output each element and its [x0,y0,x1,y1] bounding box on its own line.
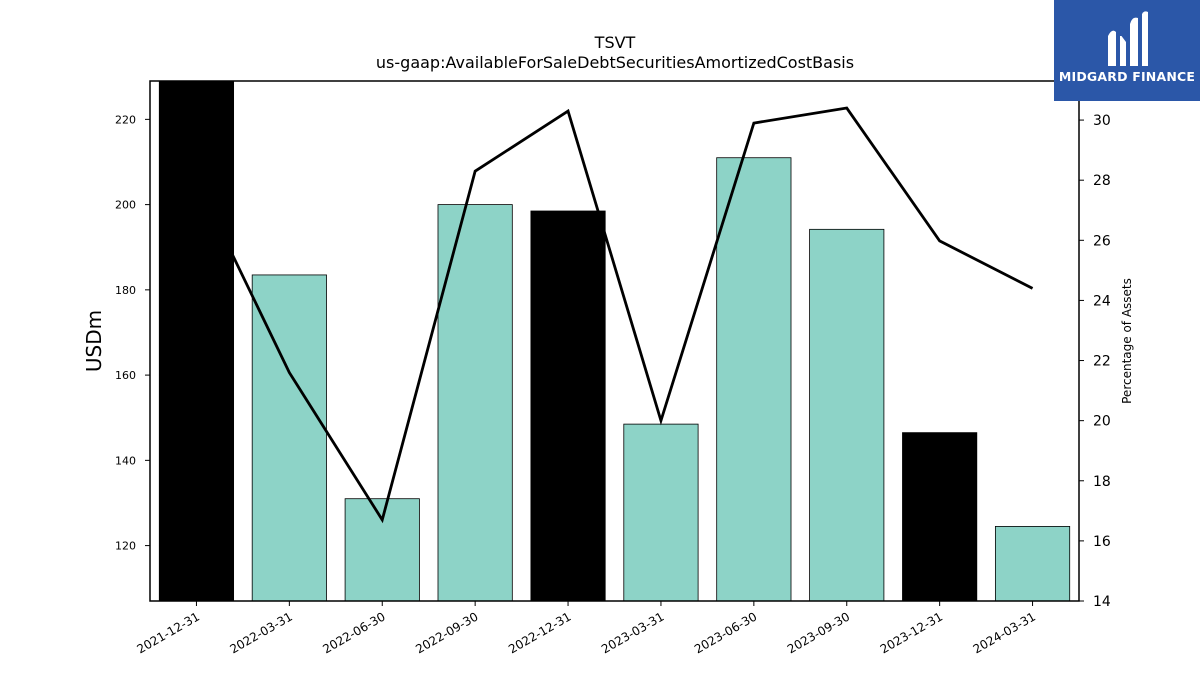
bar-2022-06-30 [344,498,420,602]
y-axis-label: USDm [82,310,106,372]
y-tick-label: 220 [115,113,136,126]
y-axis-right: 14 16 18 20 22 24 26 28 30 [1079,113,1111,610]
x-tick-label: 2024-03-31 [971,609,1038,656]
x-tick-label: 2023-06-30 [692,609,759,656]
y-tick-label: 200 [115,199,136,212]
bar-2021-12-31 [158,80,235,602]
percentage-line [195,106,1034,524]
bar-2023-03-31 [623,423,699,602]
x-tick-label: 2023-09-30 [785,609,852,656]
bars-group [158,80,1071,602]
bar-2023-09-30 [809,228,885,602]
bar-2022-12-31 [530,210,606,602]
x-tick-label: 2022-12-31 [506,609,573,656]
x-tick-label: 2021-12-31 [135,609,202,656]
bar-2024-03-31 [994,526,1071,602]
bar-2023-06-30 [716,157,792,602]
y-tick-label: 180 [115,284,136,297]
x-tick-label: 2022-03-31 [227,609,294,656]
logo-text: MIDGARD FINANCE [1058,69,1196,84]
y2-tick-label: 20 [1093,414,1111,430]
y-axis-left: 120 140 160 180 200 220 [115,113,150,553]
chart-subtitle: us-gaap:AvailableForSaleDebtSecuritiesAm… [376,53,854,72]
bar-2022-09-30 [437,204,513,602]
x-tick-label: 2023-03-31 [599,609,666,656]
y2-tick-label: 26 [1093,233,1111,249]
y2-tick-label: 24 [1093,293,1111,309]
plot-frame [149,80,1080,602]
x-tick-label: 2022-09-30 [413,609,480,656]
y2-tick-label: 14 [1093,594,1111,610]
y2-tick-label: 18 [1093,474,1111,490]
bar-2022-03-31 [251,274,327,602]
y-tick-label: 140 [115,454,136,467]
y2-tick-label: 16 [1093,534,1111,550]
y-tick-label: 120 [115,540,136,553]
bar-2023-12-31 [902,432,978,602]
line-group [195,106,1034,524]
x-axis: 2021-12-31 2022-03-31 2022-06-30 2022-09-30… [135,601,1038,656]
y2-axis-label: Percentage of Assets [1120,278,1134,404]
y2-tick-label: 28 [1093,173,1111,189]
y2-tick-label: 30 [1093,113,1111,129]
y2-tick-label: 22 [1093,354,1111,370]
x-tick-label: 2022-06-30 [320,609,387,656]
chart-title: TSVT [594,33,636,52]
brand-logo: MIDGARD FINANCE [1054,0,1200,101]
y-tick-label: 160 [115,369,136,382]
logo-mark-icon [1108,11,1148,67]
x-tick-label: 2023-12-31 [878,609,945,656]
